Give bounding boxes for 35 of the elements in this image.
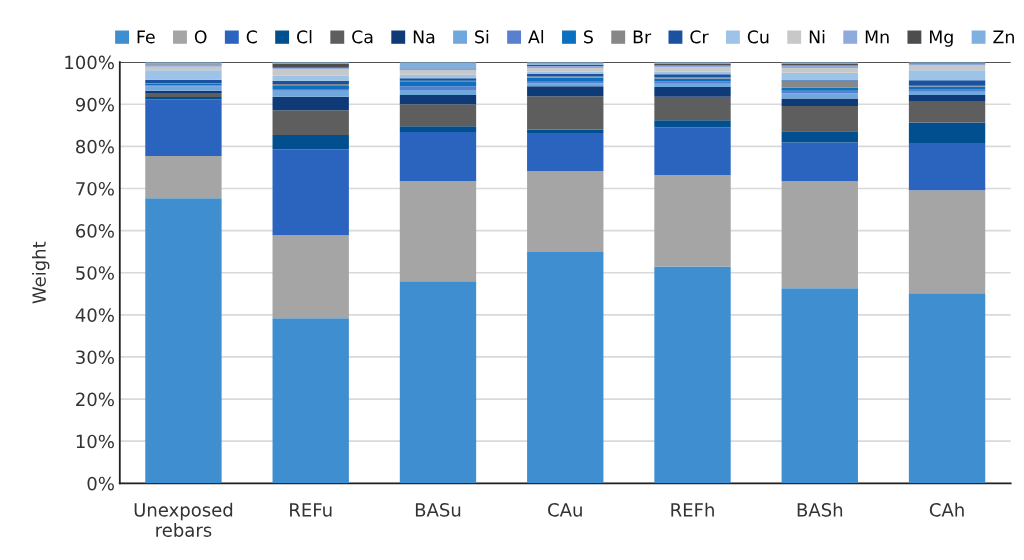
- x-tick-label: BASh: [797, 502, 843, 517]
- y-tick-label: 0%: [87, 476, 114, 491]
- y-tick-label: 100%: [65, 55, 114, 70]
- legend-label: Mn: [865, 30, 889, 44]
- y-tick-label: 10%: [76, 434, 114, 449]
- legend-label: Zn: [993, 30, 1014, 44]
- y-tick-label: 50%: [76, 266, 114, 280]
- x-tick-label: CAu: [548, 503, 582, 517]
- legend-label: Na: [413, 30, 435, 44]
- legend-label: S: [584, 30, 593, 44]
- legend-label: Ni: [809, 29, 825, 44]
- y-tick-label: 20%: [76, 392, 114, 407]
- legend-label: Ca: [352, 30, 373, 44]
- y-tick-label: 30%: [76, 350, 114, 365]
- legend-label: O: [194, 30, 207, 44]
- y-tick-label: 90%: [75, 97, 114, 112]
- legend-label: Mg: [930, 30, 953, 47]
- legend-label: Fe: [137, 30, 155, 44]
- legend-label: Al: [528, 29, 544, 44]
- legend-label: Cr: [690, 30, 709, 44]
- y-axis-title: Weight: [31, 241, 50, 304]
- x-tick-label: REFu: [290, 503, 332, 517]
- legend-label: Si: [475, 29, 489, 44]
- x-tick-label: REFh: [671, 502, 714, 517]
- x-tick-label: Unexposed rebars: [134, 502, 233, 537]
- x-tick-label: CAh: [929, 502, 964, 517]
- x-tick-label: BASu: [415, 503, 461, 517]
- legend-label: Br: [633, 30, 652, 44]
- legend-label: Cl: [297, 29, 312, 44]
- legend-label: C: [246, 30, 257, 44]
- legend-label: Cu: [747, 30, 769, 44]
- y-tick-label: 40%: [75, 308, 114, 322]
- y-tick-label: 70%: [76, 181, 114, 196]
- y-tick-label: 80%: [76, 139, 114, 154]
- y-tick-label: 60%: [76, 224, 114, 238]
